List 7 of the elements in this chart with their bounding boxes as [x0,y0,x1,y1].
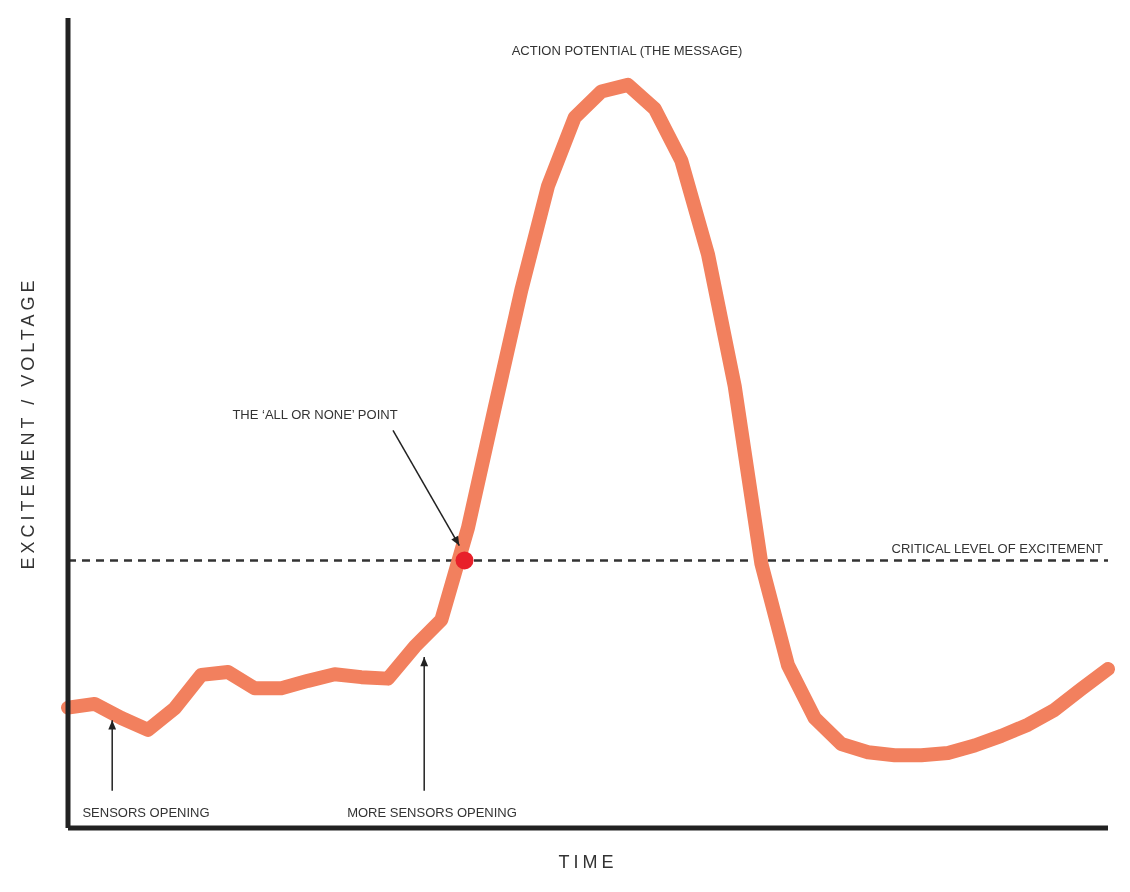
ref-line-label: CRITICAL LEVEL OF EXCITEMENT [891,540,1104,556]
annotation: MORE SENSORS OPENING [347,804,517,820]
y-axis-title: EXCITEMENT / VOLTAGE [18,276,39,570]
text: ACTION POTENTIAL (THE MESSAGE) [511,43,743,59]
x-axis-title: TIME [558,852,618,872]
annotation: THE ‘ALL OR NONE’ POINT [232,407,398,423]
annotation: SENSORS OPENING [82,804,210,820]
